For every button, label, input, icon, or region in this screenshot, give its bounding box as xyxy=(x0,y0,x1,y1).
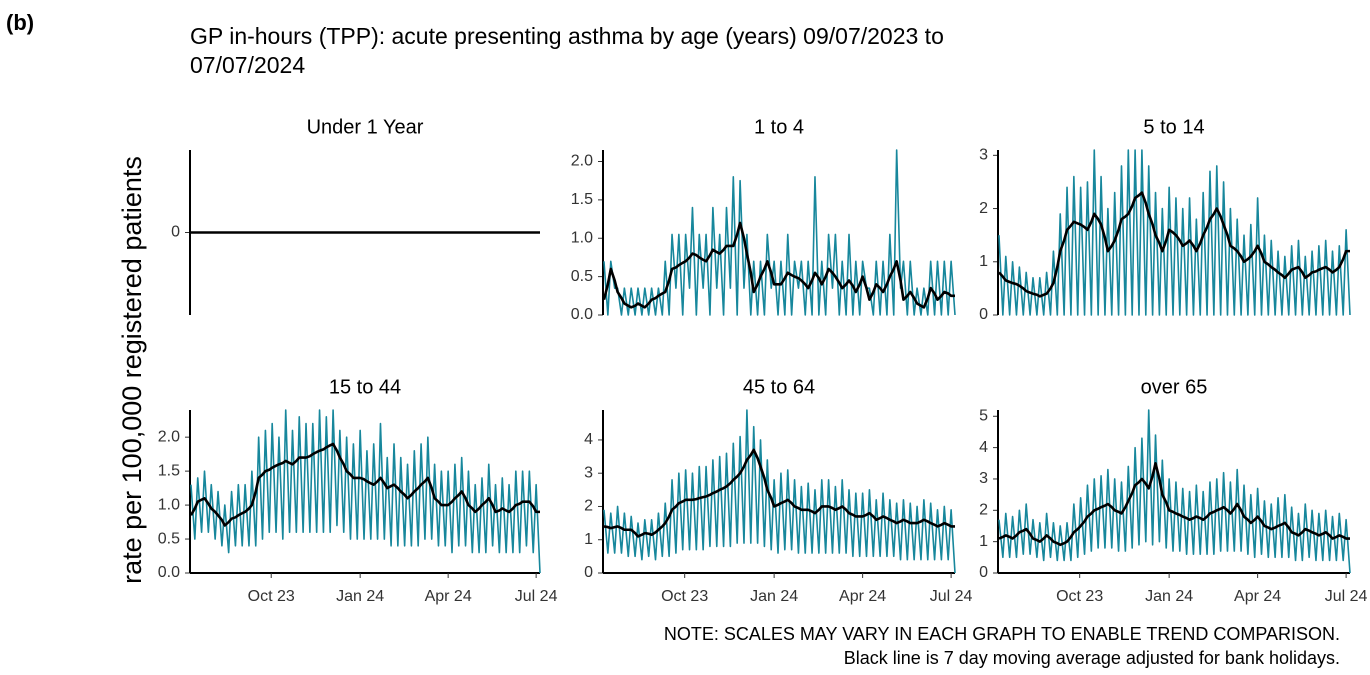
x-tick-label: Apr 24 xyxy=(425,588,472,605)
moving-average-line xyxy=(603,448,955,538)
y-tick-label: 3 xyxy=(979,470,988,487)
moving-average-line xyxy=(189,442,540,527)
y-tick-label: 2.0 xyxy=(158,428,180,445)
note: Black line is 7 day moving average adjus… xyxy=(843,648,1340,668)
y-tick-label: 2 xyxy=(979,502,988,519)
y-tick-label: 1 xyxy=(979,253,988,270)
chart-title: GP in-hours (TPP): acute presenting asth… xyxy=(190,23,944,78)
panel-title: 15 to 44 xyxy=(329,376,401,398)
note: NOTE: SCALES MAY VARY IN EACH GRAPH TO E… xyxy=(663,624,1340,644)
x-tick-label: Jul 24 xyxy=(1325,588,1368,605)
panel-title: 45 to 64 xyxy=(743,376,815,398)
x-tick-label: Jul 24 xyxy=(515,588,558,605)
daily-line xyxy=(603,409,956,574)
x-tick-label: Jul 24 xyxy=(930,588,973,605)
x-tick-label: Oct 23 xyxy=(1056,588,1103,605)
y-tick-label: 1 xyxy=(979,533,988,550)
y-tick-label: 0.0 xyxy=(571,306,593,323)
x-tick-label: Oct 23 xyxy=(248,588,295,605)
moving-average-line xyxy=(998,191,1350,298)
y-tick-label: 3 xyxy=(584,464,593,481)
y-tick-label: 3 xyxy=(979,147,988,164)
x-tick-label: Jan 24 xyxy=(1145,588,1193,605)
panel-title: 1 to 4 xyxy=(754,116,804,138)
y-tick-label: 4 xyxy=(584,431,593,448)
y-tick-label: 0 xyxy=(979,306,988,323)
panel-title: Under 1 Year xyxy=(307,116,424,138)
y-tick-label: 4 xyxy=(979,439,988,456)
y-tick-label: 2 xyxy=(584,498,593,515)
y-tick-label: 0.0 xyxy=(158,564,180,581)
y-tick-label: 1.0 xyxy=(158,496,180,513)
daily-line xyxy=(998,149,1351,316)
y-tick-label: 5 xyxy=(979,407,988,424)
x-tick-label: Oct 23 xyxy=(661,588,708,605)
panel-title: over 65 xyxy=(1141,376,1208,398)
figure-label: (b) xyxy=(6,10,35,35)
y-tick-label: 1 xyxy=(584,531,593,548)
daily-line xyxy=(190,409,541,574)
daily-line xyxy=(998,409,1351,574)
panel-title: 5 to 14 xyxy=(1143,116,1204,138)
y-tick-label: 1.0 xyxy=(571,229,593,246)
y-tick-label: 0.5 xyxy=(158,530,180,547)
y-tick-label: 0 xyxy=(171,224,180,241)
y-axis-label: rate per 100,000 registered patients xyxy=(117,156,147,584)
y-tick-label: 0.5 xyxy=(571,268,593,285)
daily-line xyxy=(603,149,956,316)
y-tick-label: 2 xyxy=(979,200,988,217)
notes: NOTE: SCALES MAY VARY IN EACH GRAPH TO E… xyxy=(664,622,1340,670)
y-tick-label: 2.0 xyxy=(571,153,593,170)
y-tick-label: 0 xyxy=(584,564,593,581)
y-tick-label: 1.5 xyxy=(158,462,180,479)
x-tick-label: Jan 24 xyxy=(336,588,384,605)
moving-average-line xyxy=(998,461,1350,547)
x-tick-label: Apr 24 xyxy=(839,588,886,605)
moving-average-line xyxy=(602,221,955,309)
x-tick-label: Apr 24 xyxy=(1234,588,1281,605)
y-tick-label: 0 xyxy=(979,564,988,581)
y-tick-label: 1.5 xyxy=(571,191,593,208)
x-tick-label: Jan 24 xyxy=(750,588,798,605)
